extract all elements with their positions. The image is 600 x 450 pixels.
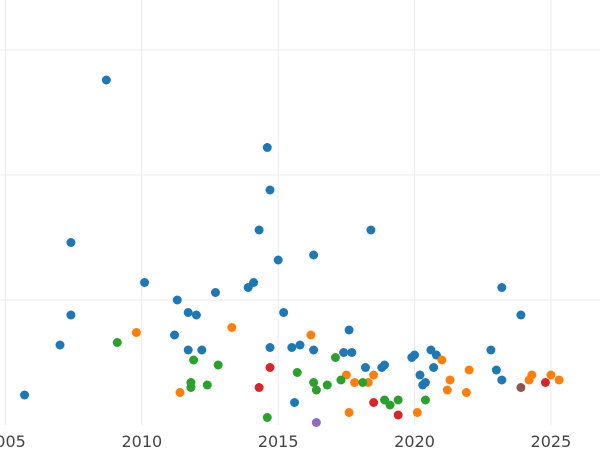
data-point-s2-11 — [330, 353, 340, 362]
data-point-s0-12 — [210, 288, 220, 297]
data-point-s1-3 — [306, 330, 316, 340]
data-point-s2-15 — [385, 400, 395, 410]
data-point-s1-8 — [369, 370, 379, 380]
data-point-s1-9 — [412, 408, 422, 417]
data-point-s0-43 — [497, 375, 507, 385]
data-point-s2-8 — [309, 378, 319, 387]
data-point-s0-39 — [429, 363, 439, 372]
data-point-s0-23 — [295, 340, 305, 350]
data-point-s0-26 — [339, 348, 349, 357]
data-point-s0-35 — [415, 370, 425, 380]
data-point-s2-4 — [202, 380, 212, 390]
data-point-s0-4 — [101, 75, 111, 85]
data-point-s0-17 — [265, 343, 275, 352]
data-point-s2-13 — [358, 378, 368, 387]
data-point-s2-0 — [112, 338, 122, 347]
data-point-s0-28 — [347, 348, 357, 357]
data-point-s1-14 — [464, 365, 474, 375]
data-point-s1-11 — [442, 385, 452, 395]
data-points — [20, 75, 564, 427]
data-point-s0-22 — [290, 398, 300, 407]
x-tick-label-2: 2015 — [258, 432, 299, 450]
data-point-s0-5 — [140, 278, 150, 287]
data-point-s0-44 — [497, 283, 507, 292]
data-point-s1-2 — [227, 323, 237, 332]
data-point-s1-16 — [527, 370, 537, 380]
data-point-s0-45 — [516, 310, 526, 320]
data-point-s3-3 — [393, 410, 403, 420]
data-point-s0-42 — [491, 365, 501, 375]
data-point-s2-9 — [311, 385, 321, 395]
data-point-s0-11 — [197, 345, 207, 355]
data-point-s0-15 — [254, 225, 264, 235]
x-tick-label-4: 2025 — [531, 432, 572, 450]
data-point-s1-13 — [461, 388, 471, 397]
data-point-s0-2 — [66, 310, 76, 320]
data-point-s0-19 — [273, 255, 283, 265]
data-point-s2-16 — [393, 395, 403, 405]
data-point-s0-7 — [172, 295, 182, 305]
data-point-s0-30 — [366, 225, 376, 235]
data-point-s2-10 — [322, 380, 332, 390]
x-tick-label-0: 2005 — [0, 432, 26, 450]
data-point-s2-12 — [336, 375, 346, 385]
data-point-s2-5 — [213, 360, 223, 370]
data-point-s1-0 — [131, 328, 141, 337]
data-point-s0-18 — [265, 185, 275, 195]
data-point-s3-0 — [254, 383, 264, 392]
data-point-s0-1 — [55, 340, 65, 350]
data-point-s0-20 — [279, 308, 289, 317]
data-point-s1-18 — [554, 375, 564, 385]
data-point-s4-0 — [311, 418, 321, 427]
data-point-s0-32 — [380, 360, 390, 370]
data-point-s0-8 — [183, 308, 193, 317]
data-point-s3-1 — [265, 363, 275, 372]
data-point-s1-5 — [344, 408, 354, 417]
data-point-s1-10 — [437, 355, 447, 365]
data-point-s3-4 — [540, 378, 550, 387]
data-point-s1-6 — [350, 378, 360, 387]
data-point-s1-1 — [175, 388, 185, 397]
data-point-s5-0 — [516, 383, 526, 392]
data-point-s2-7 — [292, 368, 302, 377]
x-tick-label-1: 2010 — [121, 432, 162, 450]
data-point-s0-16 — [262, 143, 272, 152]
data-point-s0-25 — [309, 250, 319, 260]
data-point-s0-34 — [410, 350, 420, 360]
data-point-s0-24 — [309, 345, 319, 355]
x-tick-label-3: 2020 — [394, 432, 435, 450]
data-point-s0-3 — [66, 238, 76, 247]
data-point-s2-3 — [189, 355, 199, 365]
data-point-s0-27 — [344, 325, 354, 335]
data-point-s0-14 — [249, 278, 259, 287]
data-point-s0-9 — [183, 345, 193, 355]
data-point-s0-21 — [287, 343, 297, 352]
data-point-s0-41 — [486, 345, 496, 355]
data-point-s2-2 — [186, 383, 196, 392]
data-point-s0-6 — [170, 330, 180, 340]
gridlines — [0, 0, 600, 425]
data-point-s3-2 — [369, 398, 379, 407]
data-point-s0-0 — [20, 390, 30, 400]
data-point-s0-29 — [360, 363, 370, 372]
data-point-s0-37 — [420, 378, 430, 387]
data-point-s2-6 — [262, 413, 272, 422]
data-point-s1-17 — [546, 370, 556, 380]
data-point-s0-10 — [191, 310, 201, 320]
x-axis-tick-labels: 2005 2010 2015 2020 2025 — [0, 432, 571, 450]
data-point-s1-12 — [445, 375, 455, 385]
data-point-s2-17 — [420, 395, 430, 405]
